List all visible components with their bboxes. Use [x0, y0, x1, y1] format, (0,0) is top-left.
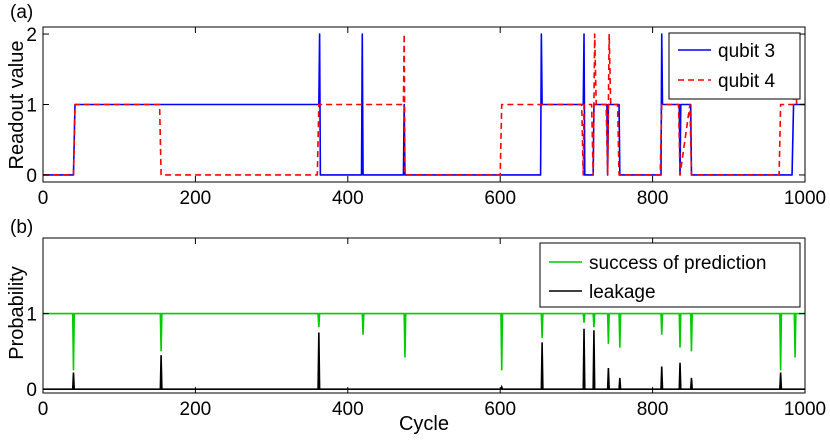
- panel-b-label: (b): [10, 217, 33, 238]
- panel-a: (a) Readout value 0 200 400 600 800 1000 0 1 2 q…: [6, 2, 826, 209]
- panel-a-xtick-label: 600: [484, 188, 516, 209]
- panel-b: (b) Probability 0 200 400 600 800 1000 0 1 succ…: [6, 217, 826, 435]
- panel-b-ticks-group: 0 200 400 600 800 1000 0 1: [26, 238, 826, 420]
- legend-qubit4-label: qubit 4: [718, 71, 775, 92]
- panel-a-ylabel: Readout value: [6, 41, 28, 170]
- panel-b-xtick-label: 200: [180, 399, 212, 420]
- panel-b-xtick-label: 0: [38, 399, 49, 420]
- panel-b-xtick-label: 400: [332, 399, 364, 420]
- panel-a-series-group: [43, 33, 805, 176]
- panel-a-ytick-label: 1: [26, 96, 37, 117]
- panel-a-ytick-label: 2: [26, 25, 37, 46]
- leakage-series-line: [43, 328, 805, 391]
- panel-a-legend: qubit 3 qubit 4: [668, 32, 801, 100]
- panel-b-xtick-label: 1000: [784, 399, 826, 420]
- panel-a-frame: [42, 26, 806, 183]
- panel-b-ylabel: Probability: [6, 266, 28, 359]
- panel-a-xtick-label: 200: [180, 188, 212, 209]
- panel-a-xtick-label: 400: [332, 188, 364, 209]
- panel-a-legend-box: [668, 32, 801, 100]
- panel-a-xtick-label: 0: [38, 188, 49, 209]
- panel-a-xtick-label: 1000: [784, 188, 826, 209]
- panel-b-xtick-label: 600: [484, 399, 516, 420]
- panel-b-legend: success of prediction leakage: [539, 242, 801, 308]
- panel-b-ytick-label: 0: [26, 380, 37, 401]
- panel-a-xtick-label: 800: [637, 188, 669, 209]
- panel-b-frame: [42, 237, 806, 394]
- panel-b-ytick-label: 1: [26, 305, 37, 326]
- panel-b-xtick-label: 800: [637, 399, 669, 420]
- legend-success-label: success of prediction: [589, 253, 766, 274]
- qubit4-series-line: [43, 33, 805, 176]
- panel-b-legend-box: [539, 242, 801, 308]
- legend-qubit3-label: qubit 3: [718, 41, 775, 62]
- panel-b-series-group: [43, 312, 805, 391]
- panel-b-xlabel: Cycle: [399, 413, 449, 435]
- panel-a-label: (a): [10, 2, 33, 23]
- panel-a-ytick-label: 0: [26, 166, 37, 187]
- success-series-line: [43, 312, 805, 371]
- legend-leakage-label: leakage: [589, 282, 656, 303]
